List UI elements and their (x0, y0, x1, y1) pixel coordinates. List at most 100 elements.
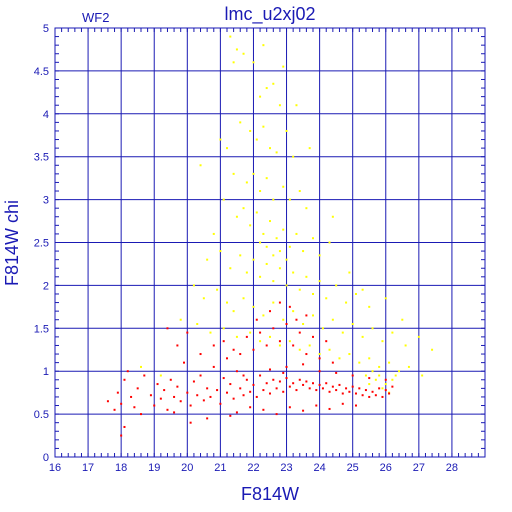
data-point-red (166, 327, 169, 330)
data-point-yellow (252, 258, 255, 261)
data-point-yellow (341, 331, 344, 334)
y-tick-label: 0.5 (34, 409, 49, 421)
data-point-red (292, 382, 295, 385)
data-point-red (252, 383, 255, 386)
data-point-yellow (232, 310, 235, 313)
data-point-yellow (232, 61, 235, 64)
data-point-red (120, 402, 123, 405)
data-point-red (351, 385, 354, 388)
data-point-yellow (331, 215, 334, 218)
data-point-yellow (252, 61, 255, 64)
data-point-yellow (325, 297, 328, 300)
data-point-yellow (298, 348, 301, 351)
data-point-yellow (259, 190, 262, 193)
data-point-yellow (394, 374, 397, 377)
data-point-red (216, 389, 219, 392)
data-point-yellow (282, 185, 285, 188)
x-tick-label: 19 (148, 462, 160, 474)
data-point-red (255, 318, 258, 321)
plot-frame (54, 27, 486, 458)
data-point-yellow (235, 215, 238, 218)
data-point-yellow (265, 262, 268, 265)
data-point-red (209, 395, 212, 398)
data-point-red (331, 385, 334, 388)
data-point-red (156, 383, 159, 386)
y-tick-label: 1 (43, 366, 49, 378)
data-point-yellow (328, 348, 331, 351)
data-point-red (391, 385, 394, 388)
data-point-red (381, 395, 384, 398)
data-point-yellow (222, 327, 225, 330)
data-point-yellow (255, 138, 258, 141)
data-point-red (325, 382, 328, 385)
data-point-yellow (351, 323, 354, 326)
data-point-red (321, 387, 324, 390)
data-point-yellow (249, 331, 252, 334)
data-point-red (272, 378, 275, 381)
y-tick-label: 0 (43, 452, 49, 464)
data-point-yellow (239, 254, 242, 257)
data-point-red (272, 327, 275, 330)
data-point-yellow (252, 172, 255, 175)
data-point-yellow (305, 275, 308, 278)
data-point-red (140, 413, 142, 416)
data-point-red (288, 305, 291, 308)
data-point-red (259, 331, 262, 334)
data-point-red (126, 370, 129, 373)
data-point-yellow (298, 190, 301, 193)
data-point-yellow (371, 370, 374, 373)
data-point-yellow (368, 357, 371, 360)
data-point-yellow (232, 172, 235, 175)
data-point-red (312, 335, 314, 338)
data-point-yellow (331, 318, 334, 321)
data-point-yellow (292, 310, 295, 313)
data-point-yellow (401, 318, 404, 321)
data-point-yellow (179, 318, 182, 321)
data-point-yellow (272, 198, 275, 201)
data-point-red (371, 390, 374, 393)
data-point-yellow (262, 314, 265, 317)
data-point-yellow (318, 280, 321, 283)
data-point-yellow (259, 241, 262, 244)
panel-label: WF2 (82, 10, 109, 25)
data-point-red (199, 353, 202, 356)
data-point-yellow (269, 335, 271, 338)
data-point-yellow (269, 220, 271, 223)
data-point-yellow (255, 211, 258, 214)
data-point-yellow (335, 284, 338, 287)
data-point-yellow (288, 198, 291, 201)
data-points (106, 35, 434, 437)
data-point-red (368, 395, 371, 398)
data-point-red (278, 340, 281, 343)
data-point-yellow (381, 340, 384, 343)
data-point-yellow (269, 147, 271, 150)
data-point-yellow (378, 374, 381, 377)
y-tick-label: 4 (43, 109, 49, 121)
data-point-yellow (212, 232, 215, 235)
data-point-yellow (242, 207, 245, 210)
data-point-red (219, 402, 222, 405)
data-point-red (133, 406, 136, 409)
data-point-red (106, 400, 109, 403)
data-point-yellow (348, 271, 351, 274)
data-point-red (113, 408, 116, 411)
data-point-red (232, 397, 235, 400)
data-point-yellow (308, 147, 311, 150)
data-point-red (123, 378, 126, 381)
data-point-yellow (421, 374, 424, 377)
data-point-yellow (285, 258, 288, 261)
data-point-yellow (242, 52, 245, 55)
data-point-yellow (321, 327, 324, 330)
data-point-red (384, 389, 387, 392)
data-point-red (249, 390, 252, 393)
data-point-yellow (272, 301, 275, 304)
data-point-red (355, 404, 357, 407)
data-point-red (186, 391, 189, 394)
data-point-yellow (407, 365, 410, 368)
data-point-yellow (226, 147, 228, 150)
data-point-red (153, 404, 156, 407)
data-point-yellow (216, 288, 219, 291)
data-point-yellow (259, 95, 262, 98)
data-point-yellow (312, 314, 314, 317)
data-point-red (275, 413, 278, 416)
